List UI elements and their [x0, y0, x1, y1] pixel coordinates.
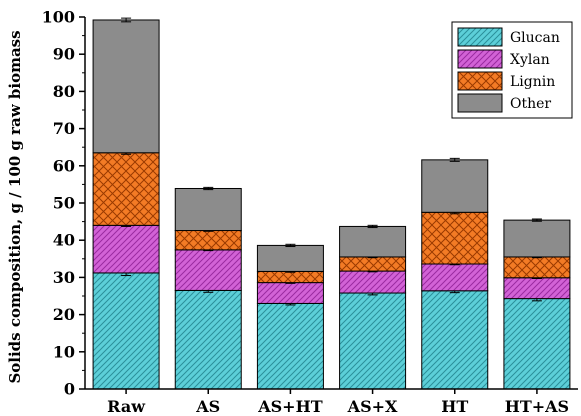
- y-tick-label: 70: [53, 119, 75, 138]
- legend-label-lignin: Lignin: [510, 74, 555, 90]
- bar-glucan-ht-plus-as: [503, 298, 571, 390]
- legend-label-xylan: Xylan: [510, 52, 550, 68]
- x-tick-label: AS: [195, 397, 220, 416]
- legend-label-other: Other: [510, 96, 551, 112]
- x-tick-label: AS+X: [347, 397, 398, 416]
- y-tick-label: 50: [53, 194, 75, 213]
- y-tick-label: 90: [53, 45, 75, 64]
- x-tick-label: HT: [441, 397, 468, 416]
- legend-swatch-lignin: [457, 71, 503, 91]
- bar-glucan-as-plus-x: [339, 292, 407, 390]
- error-bar-other-raw: [121, 17, 132, 23]
- x-tick-label: HT+AS: [505, 397, 569, 416]
- y-tick-label: 10: [53, 342, 75, 361]
- bar-glucan-raw: [92, 272, 160, 390]
- y-axis-ticks: 0 10 20 30 40 50 60 70 80 90 100: [42, 8, 538, 399]
- plot-area: [84, 17, 578, 390]
- error-bar-other-as: [203, 186, 214, 191]
- bar-xylan-as-plus-ht: [256, 282, 324, 304]
- bar-lignin-raw: [92, 152, 160, 226]
- bar-lignin-ht: [421, 211, 489, 265]
- bar-lignin-ht-plus-as: [503, 256, 571, 279]
- error-bar-other-ht-plus-as: [531, 218, 542, 222]
- bar-lignin-as-plus-ht: [256, 270, 324, 284]
- y-axis-label-group: Solids composition, g / 100 g raw biomas…: [6, 30, 24, 383]
- legend-swatch-xylan: [457, 49, 503, 69]
- y-tick-label: 100: [42, 8, 75, 27]
- legend-swatch-glucan: [457, 27, 503, 47]
- legend-swatch-other: [457, 93, 503, 113]
- bar-glucan-as: [174, 289, 242, 390]
- bar-other-ht: [421, 159, 489, 213]
- x-tick-label: Raw: [107, 397, 146, 416]
- x-tick-label: AS+HT: [257, 397, 322, 416]
- legend: Glucan Xylan Lignin Other: [451, 21, 573, 119]
- legend-label-glucan: Glucan: [510, 30, 560, 46]
- bar-glucan-ht: [421, 290, 489, 390]
- bar-other-as: [174, 187, 242, 232]
- bar-other-ht-plus-as: [503, 219, 571, 258]
- y-tick-label: 60: [53, 156, 75, 175]
- bar-other-as-plus-ht: [256, 244, 324, 272]
- x-axis-categories: Raw AS AS+HT AS+X HT HT+AS: [107, 397, 569, 416]
- bar-other-raw: [92, 19, 160, 154]
- y-tick-label: 40: [53, 231, 75, 250]
- y-tick-label: 30: [53, 268, 75, 287]
- error-bar-other-as-plus-x: [367, 224, 378, 229]
- bar-xylan-as-plus-x: [339, 270, 407, 294]
- bar-other-as-plus-x: [339, 225, 407, 258]
- bar-xylan-as: [174, 249, 242, 291]
- y-tick-label: 20: [53, 305, 75, 324]
- y-axis-title: Solids composition, g / 100 g raw biomas…: [6, 30, 24, 383]
- y-tick-label: 0: [64, 380, 75, 399]
- error-bar-other-ht: [449, 157, 460, 162]
- bar-xylan-ht: [421, 263, 489, 292]
- bar-xylan-raw: [92, 224, 160, 274]
- bar-lignin-as-plus-x: [339, 256, 407, 272]
- bar-glucan-as-plus-ht: [256, 302, 324, 390]
- y-tick-label: 80: [53, 82, 75, 101]
- bar-lignin-as: [174, 230, 242, 251]
- bar-xylan-ht-plus-as: [503, 277, 571, 300]
- error-bar-other-as-plus-ht: [285, 243, 296, 248]
